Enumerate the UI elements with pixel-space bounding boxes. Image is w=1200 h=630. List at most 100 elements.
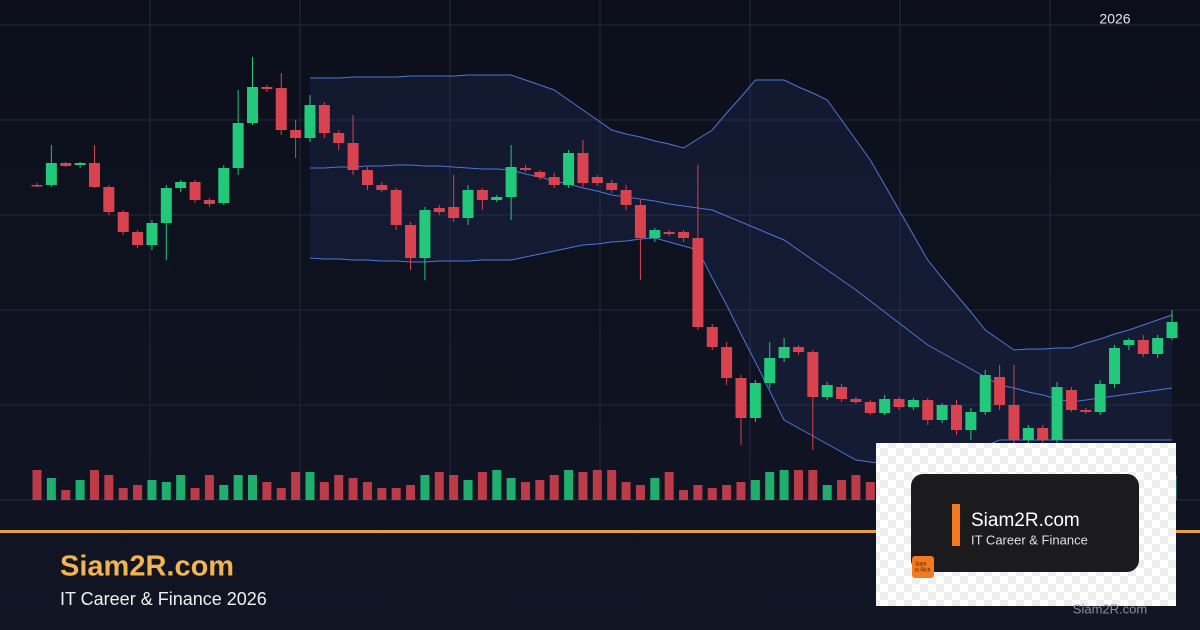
volume-bar: [679, 490, 689, 500]
candle-body: [850, 399, 862, 402]
candle-body: [879, 399, 891, 413]
candle-body: [347, 143, 359, 170]
candle-body: [792, 347, 804, 352]
volume-bar: [377, 488, 387, 500]
volume-bar: [334, 475, 344, 500]
candle-body: [994, 377, 1006, 405]
volume-bar: [779, 470, 789, 500]
volume-bar: [75, 480, 85, 500]
candle-body: [721, 347, 733, 378]
candle-body: [577, 153, 589, 183]
volume-bar: [291, 472, 301, 500]
candle-body: [247, 87, 259, 123]
volume-bar: [635, 485, 645, 500]
candle-body: [203, 200, 215, 204]
volume-bar: [204, 475, 214, 500]
volume-bar: [549, 475, 559, 500]
candle-body: [591, 177, 603, 183]
logo-overlay: Siam2R.com IT Career & Finance Siam to R…: [876, 443, 1176, 606]
candle-body: [232, 123, 244, 168]
candle-body: [965, 412, 977, 430]
volume-bar: [262, 482, 272, 500]
candle-body: [476, 190, 488, 200]
candle-body: [146, 223, 158, 245]
volume-bar: [535, 480, 545, 500]
candle-body: [117, 212, 129, 232]
candle-body: [807, 352, 819, 397]
volume-bar: [391, 488, 401, 500]
badge-text: to Rich: [915, 567, 931, 573]
logo-card: [911, 474, 1139, 572]
logo-badge: [912, 556, 934, 578]
volume-bar: [118, 488, 128, 500]
volume-bar: [104, 475, 114, 500]
candle-body: [31, 185, 43, 187]
volume-bar: [176, 475, 186, 500]
year-label: 2026: [1099, 11, 1130, 27]
candle-body: [606, 183, 618, 190]
volume-bar: [133, 485, 143, 500]
candle-body: [634, 205, 646, 238]
volume-bar: [592, 470, 602, 500]
volume-bar: [621, 482, 631, 500]
candle-body: [376, 185, 388, 190]
brand-title: Siam2R.com: [60, 551, 234, 583]
volume-bar: [520, 482, 530, 500]
candle-body: [189, 182, 201, 200]
volume-bar: [233, 475, 243, 500]
candle-body: [979, 375, 991, 412]
candle-body: [390, 190, 402, 225]
candle-body: [361, 170, 373, 185]
candle-body: [1037, 428, 1049, 440]
candle-body: [1008, 405, 1020, 440]
volume-bar: [477, 472, 487, 500]
volume-bar: [707, 488, 717, 500]
candle-body: [433, 208, 445, 212]
logo-bar: [952, 504, 960, 546]
watermark: Siam2R.com: [1073, 601, 1147, 616]
candle-body: [1094, 384, 1106, 412]
candle-body: [663, 232, 675, 234]
candle-body: [405, 225, 417, 258]
volume-bar: [722, 485, 732, 500]
volume-bar: [664, 472, 674, 500]
band-line: [309, 164, 1173, 403]
candle-body: [1123, 340, 1135, 345]
volume-bar: [219, 485, 229, 500]
candle-body: [88, 163, 100, 187]
candle-body: [1022, 428, 1034, 440]
candle-body: [218, 168, 230, 203]
candle-body: [261, 87, 273, 89]
volume-bar: [420, 475, 430, 500]
candle-body: [893, 399, 905, 407]
volume-bar: [449, 475, 459, 500]
volume-bar: [161, 482, 171, 500]
candle-body: [290, 130, 302, 138]
volume-bar: [750, 480, 760, 500]
candle-body: [1065, 390, 1077, 410]
volume-bar: [305, 472, 315, 500]
volume-bar: [765, 472, 775, 500]
candle-body: [275, 88, 287, 130]
volume-bar: [434, 472, 444, 500]
candle-body: [175, 182, 187, 188]
volume-bar: [248, 475, 258, 500]
candle-body: [491, 197, 503, 200]
volume-bar: [319, 482, 329, 500]
candle-body: [778, 347, 790, 358]
candle-body: [419, 210, 431, 258]
volume-bar: [61, 490, 71, 500]
logo-subtitle: IT Career & Finance: [971, 532, 1088, 547]
volume-bar: [89, 470, 99, 500]
vertical-grid: [149, 0, 1051, 500]
volume-bar: [348, 478, 358, 500]
candle-body: [318, 105, 330, 133]
candle-body: [749, 383, 761, 418]
candle-body: [60, 163, 72, 166]
candle-body: [548, 177, 560, 185]
volume-bar: [822, 485, 832, 500]
candle-body: [950, 405, 962, 430]
volume-bar: [276, 488, 286, 500]
volume-bar: [406, 485, 416, 500]
